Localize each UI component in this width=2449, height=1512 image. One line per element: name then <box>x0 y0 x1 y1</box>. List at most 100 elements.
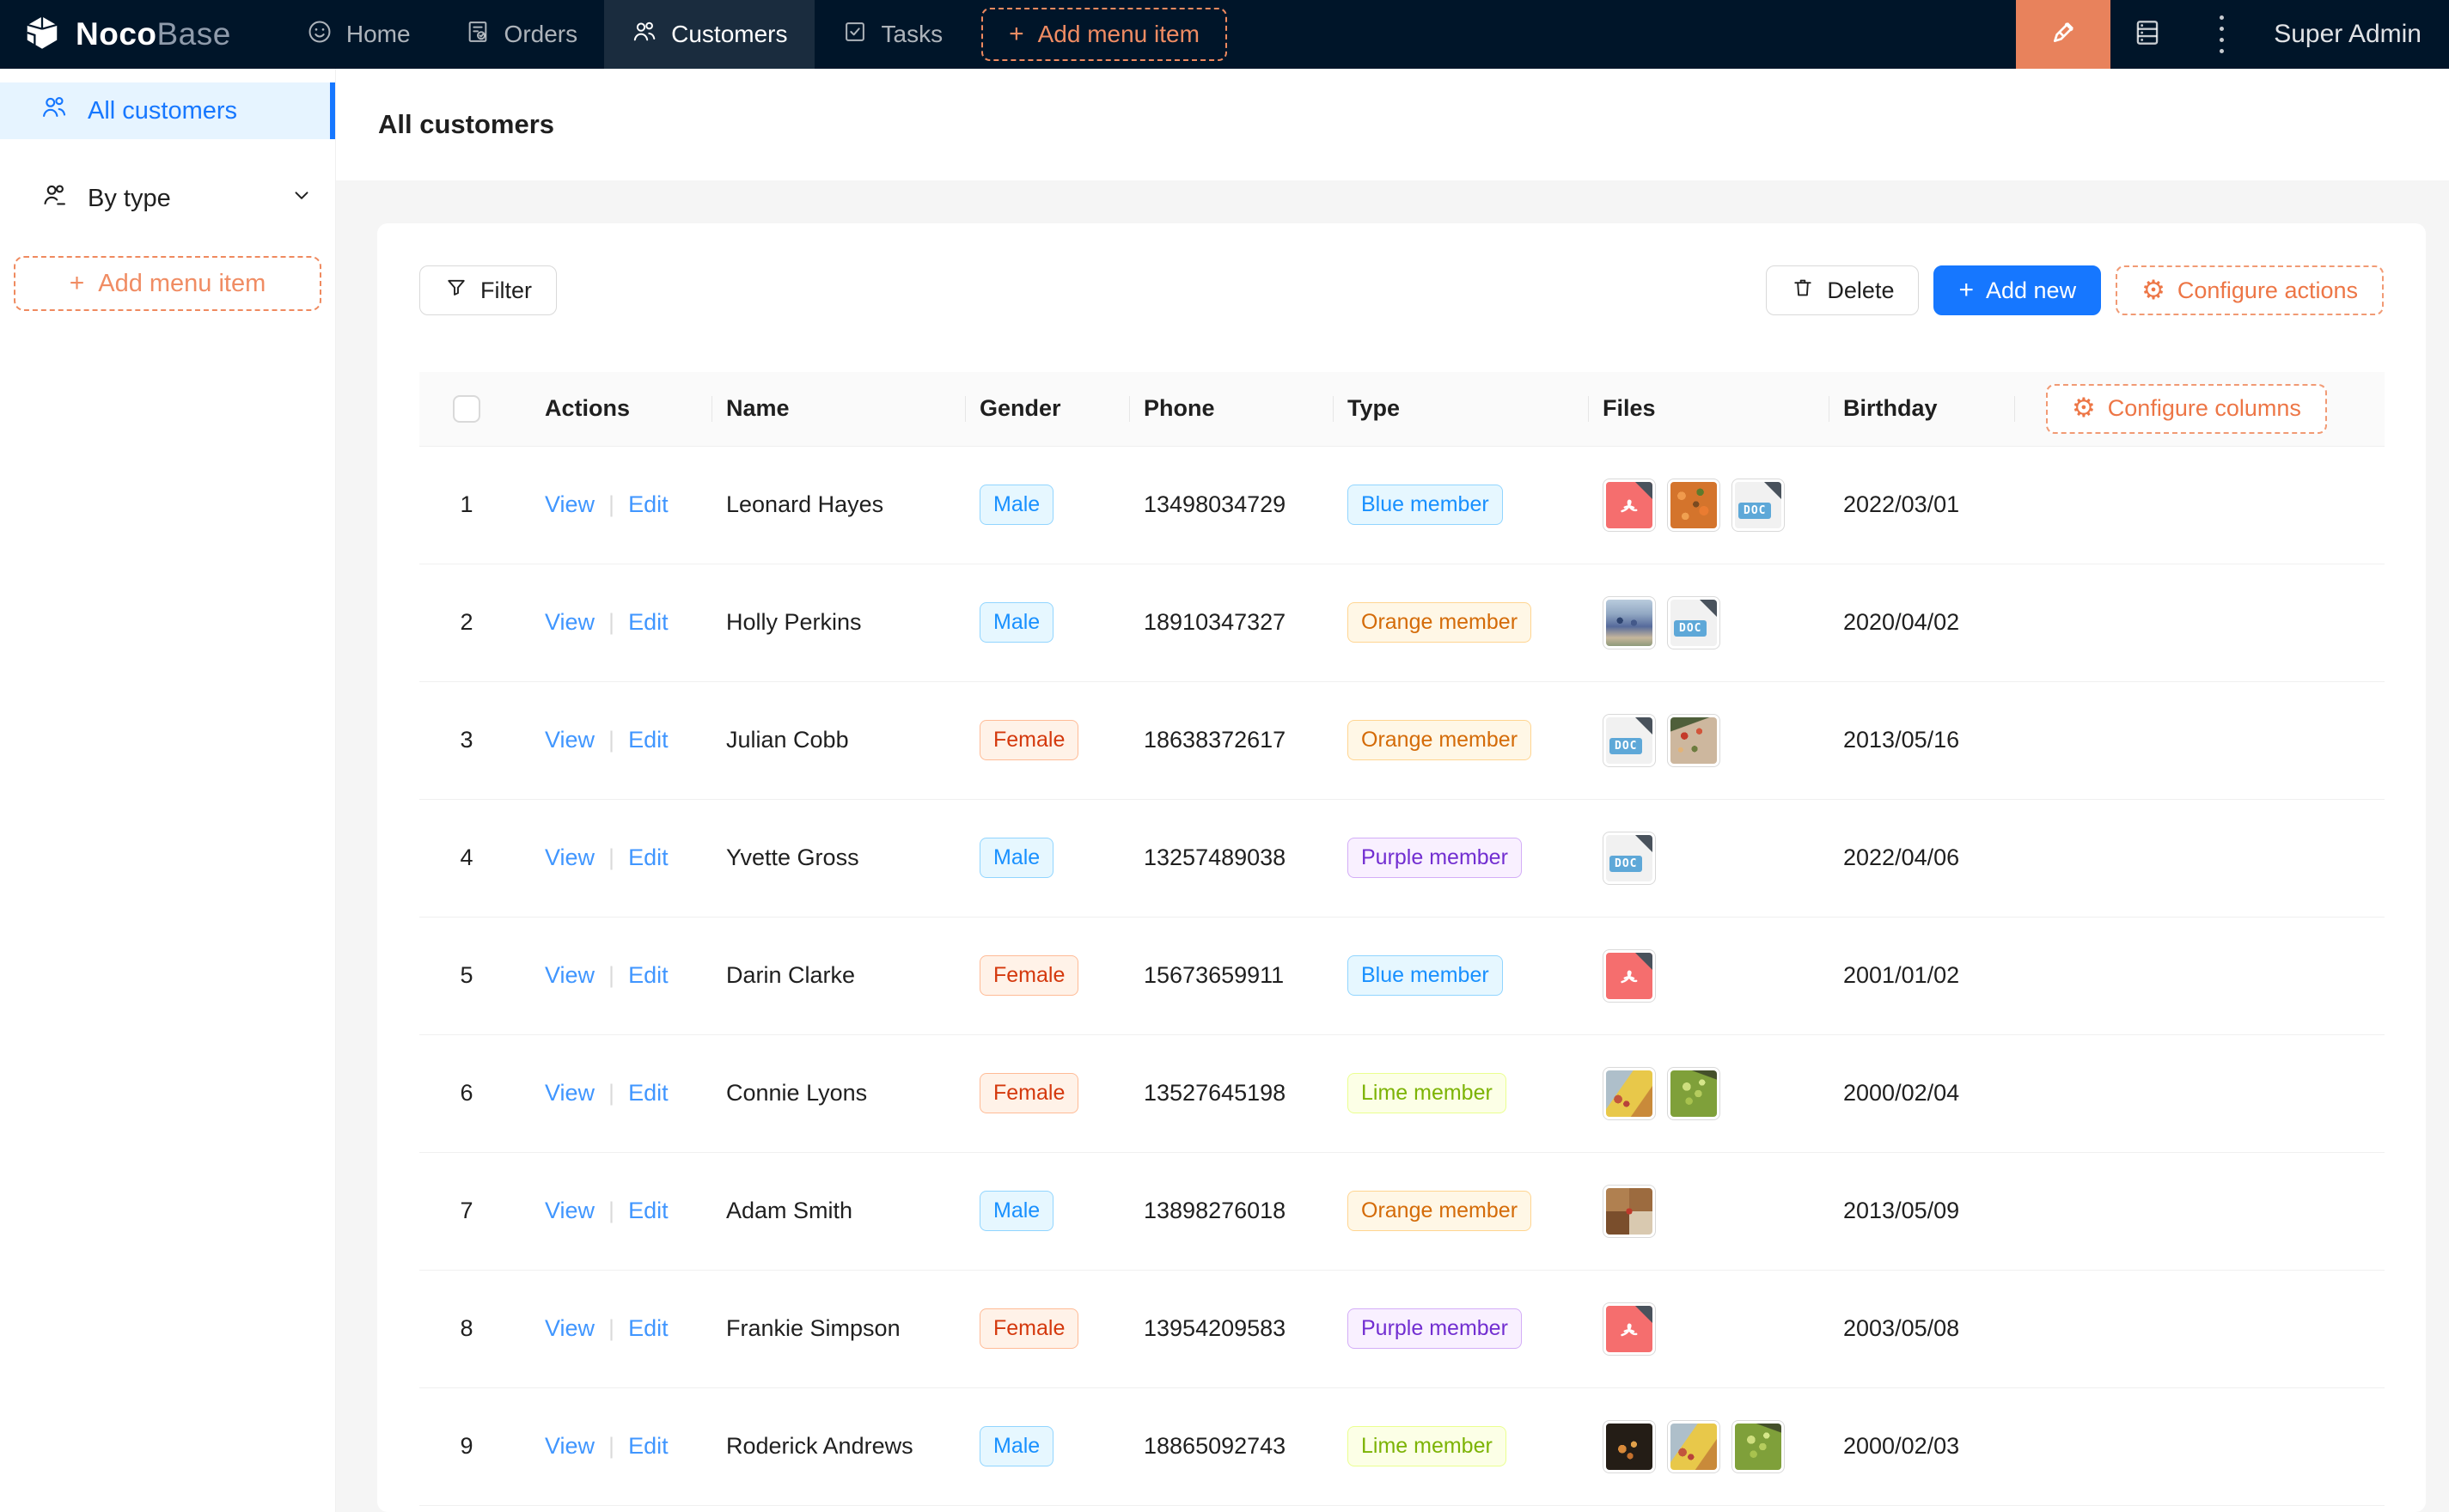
files-cell: DOC <box>1589 446 1829 564</box>
sidebar-item-by-type[interactable]: By type <box>0 170 335 227</box>
file-doc-icon[interactable]: DOC <box>1667 595 1720 649</box>
row-actions-cell: View | Edit <box>514 446 712 564</box>
file-image-thumbnail[interactable] <box>1667 1066 1720 1120</box>
row-config-spacer <box>2015 446 2385 564</box>
configure-columns-button[interactable]: ⚙ Configure columns <box>2046 383 2327 434</box>
view-link[interactable]: View <box>545 727 595 753</box>
page-content: Filter Delete + <box>336 180 2449 1512</box>
view-link[interactable]: View <box>545 491 595 517</box>
file-image-thumbnail[interactable] <box>1667 1419 1720 1473</box>
edit-link[interactable]: Edit <box>628 1433 669 1459</box>
table-toolbar: Filter Delete + <box>419 265 2384 315</box>
plus-icon: + <box>69 269 85 297</box>
tag-orange-member: Orange member <box>1347 602 1532 643</box>
nocobase-logo[interactable]: NocoBase <box>22 13 231 57</box>
edit-link[interactable]: Edit <box>628 844 669 870</box>
nav-item-tasks[interactable]: Tasks <box>815 0 970 69</box>
customer-name: Julian Cobb <box>726 727 849 753</box>
row-actions-cell: View | Edit <box>514 681 712 800</box>
nav-item-home[interactable]: Home <box>279 0 437 69</box>
tag-female: Female <box>980 1308 1079 1349</box>
tag-female: Female <box>980 1073 1079 1113</box>
view-link[interactable]: View <box>545 844 595 870</box>
view-link[interactable]: View <box>545 1198 595 1223</box>
delete-button[interactable]: Delete <box>1766 265 1920 315</box>
gender-cell: Male <box>966 1387 1130 1506</box>
user-menu[interactable]: Super Admin <box>2274 20 2422 48</box>
view-link[interactable]: View <box>545 1080 595 1106</box>
file-doc-icon[interactable]: DOC <box>1603 831 1656 885</box>
customer-phone: 13527645198 <box>1144 1080 1286 1106</box>
doc-badge-label: DOC <box>1609 737 1643 754</box>
customer-phone: 18910347327 <box>1144 609 1286 635</box>
customer-birthday: 2000/02/03 <box>1843 1433 1960 1459</box>
file-pdf-icon[interactable] <box>1603 948 1656 1003</box>
files-cell <box>1589 917 1829 1035</box>
plus-icon: + <box>1958 276 1974 304</box>
view-link[interactable]: View <box>545 609 595 635</box>
more-menu-button[interactable] <box>2184 0 2258 69</box>
edit-link[interactable]: Edit <box>628 1198 669 1223</box>
main-layout: All customers By type + Add menu item <box>0 69 2449 1512</box>
customer-name: Yvette Gross <box>726 844 859 870</box>
column-header-configure: ⚙ Configure columns <box>2015 372 2385 447</box>
file-pdf-icon[interactable] <box>1603 478 1656 532</box>
nav-add-label: Add menu item <box>1037 21 1200 47</box>
row-config-spacer <box>2015 564 2385 682</box>
file-image-thumbnail[interactable] <box>1667 478 1720 532</box>
tag-male: Male <box>980 602 1054 643</box>
file-doc-icon[interactable]: DOC <box>1603 713 1656 767</box>
edit-link[interactable]: Edit <box>628 609 669 635</box>
sidebar-item-label: All customers <box>88 96 238 125</box>
file-doc-icon[interactable]: DOC <box>1731 478 1785 532</box>
chevron-down-icon <box>290 184 313 213</box>
view-link[interactable]: View <box>545 1315 595 1341</box>
view-link[interactable]: View <box>545 1433 595 1459</box>
link-divider: | <box>608 1198 615 1223</box>
link-divider: | <box>608 491 615 517</box>
type-cell: Purple member <box>1334 799 1589 918</box>
sidebar: All customers By type + Add menu item <box>0 69 336 1512</box>
edit-link[interactable]: Edit <box>628 1315 669 1341</box>
column-header-files: Files <box>1589 372 1829 447</box>
file-image-thumbnail[interactable] <box>1603 1419 1656 1473</box>
filter-button[interactable]: Filter <box>419 265 557 315</box>
top-navbar: NocoBase Home Orders <box>0 0 2449 69</box>
edit-link[interactable]: Edit <box>628 491 669 517</box>
nav-item-customers[interactable]: Customers <box>604 0 815 69</box>
customers-table: Actions Name Gender Phone Type Files Bir… <box>419 372 2385 1506</box>
database-icon-button[interactable] <box>2110 0 2184 69</box>
sidebar-add-menu-item-button[interactable]: + Add menu item <box>14 256 321 311</box>
tag-purple-member: Purple member <box>1347 1308 1522 1349</box>
file-image-thumbnail[interactable] <box>1603 1066 1656 1120</box>
brand-text: NocoBase <box>76 16 231 52</box>
add-new-button[interactable]: + Add new <box>1933 265 2102 315</box>
edit-link[interactable]: Edit <box>628 962 669 988</box>
file-image-thumbnail[interactable] <box>1603 1184 1656 1238</box>
file-image-thumbnail[interactable] <box>1603 595 1656 649</box>
gender-cell: Female <box>966 1270 1130 1388</box>
file-image-thumbnail[interactable] <box>1667 713 1720 767</box>
row-index: 2 <box>460 609 473 635</box>
configure-actions-button[interactable]: ⚙ Configure actions <box>2116 265 2384 315</box>
gender-cell: Male <box>966 799 1130 918</box>
files-cell: DOC <box>1589 564 1829 682</box>
customer-name: Holly Perkins <box>726 609 862 635</box>
edit-link[interactable]: Edit <box>628 1080 669 1106</box>
row-index: 7 <box>460 1198 473 1223</box>
edit-link[interactable]: Edit <box>628 727 669 753</box>
customer-phone: 13954209583 <box>1144 1315 1286 1341</box>
view-link[interactable]: View <box>545 962 595 988</box>
file-pdf-icon[interactable] <box>1603 1302 1656 1356</box>
sidebar-item-all-customers[interactable]: All customers <box>0 82 335 139</box>
add-new-label: Add new <box>1986 277 2077 303</box>
ui-editor-button[interactable] <box>2016 0 2111 69</box>
file-image-thumbnail[interactable] <box>1731 1419 1785 1473</box>
customer-birthday: 2000/02/04 <box>1843 1080 1960 1106</box>
gender-cell: Male <box>966 564 1130 682</box>
type-cell: Blue member <box>1334 917 1589 1035</box>
select-all-checkbox[interactable] <box>453 395 480 424</box>
nav-add-menu-item-button[interactable]: + Add menu item <box>981 8 1227 61</box>
nav-item-orders[interactable]: Orders <box>437 0 605 69</box>
tag-male: Male <box>980 485 1054 525</box>
